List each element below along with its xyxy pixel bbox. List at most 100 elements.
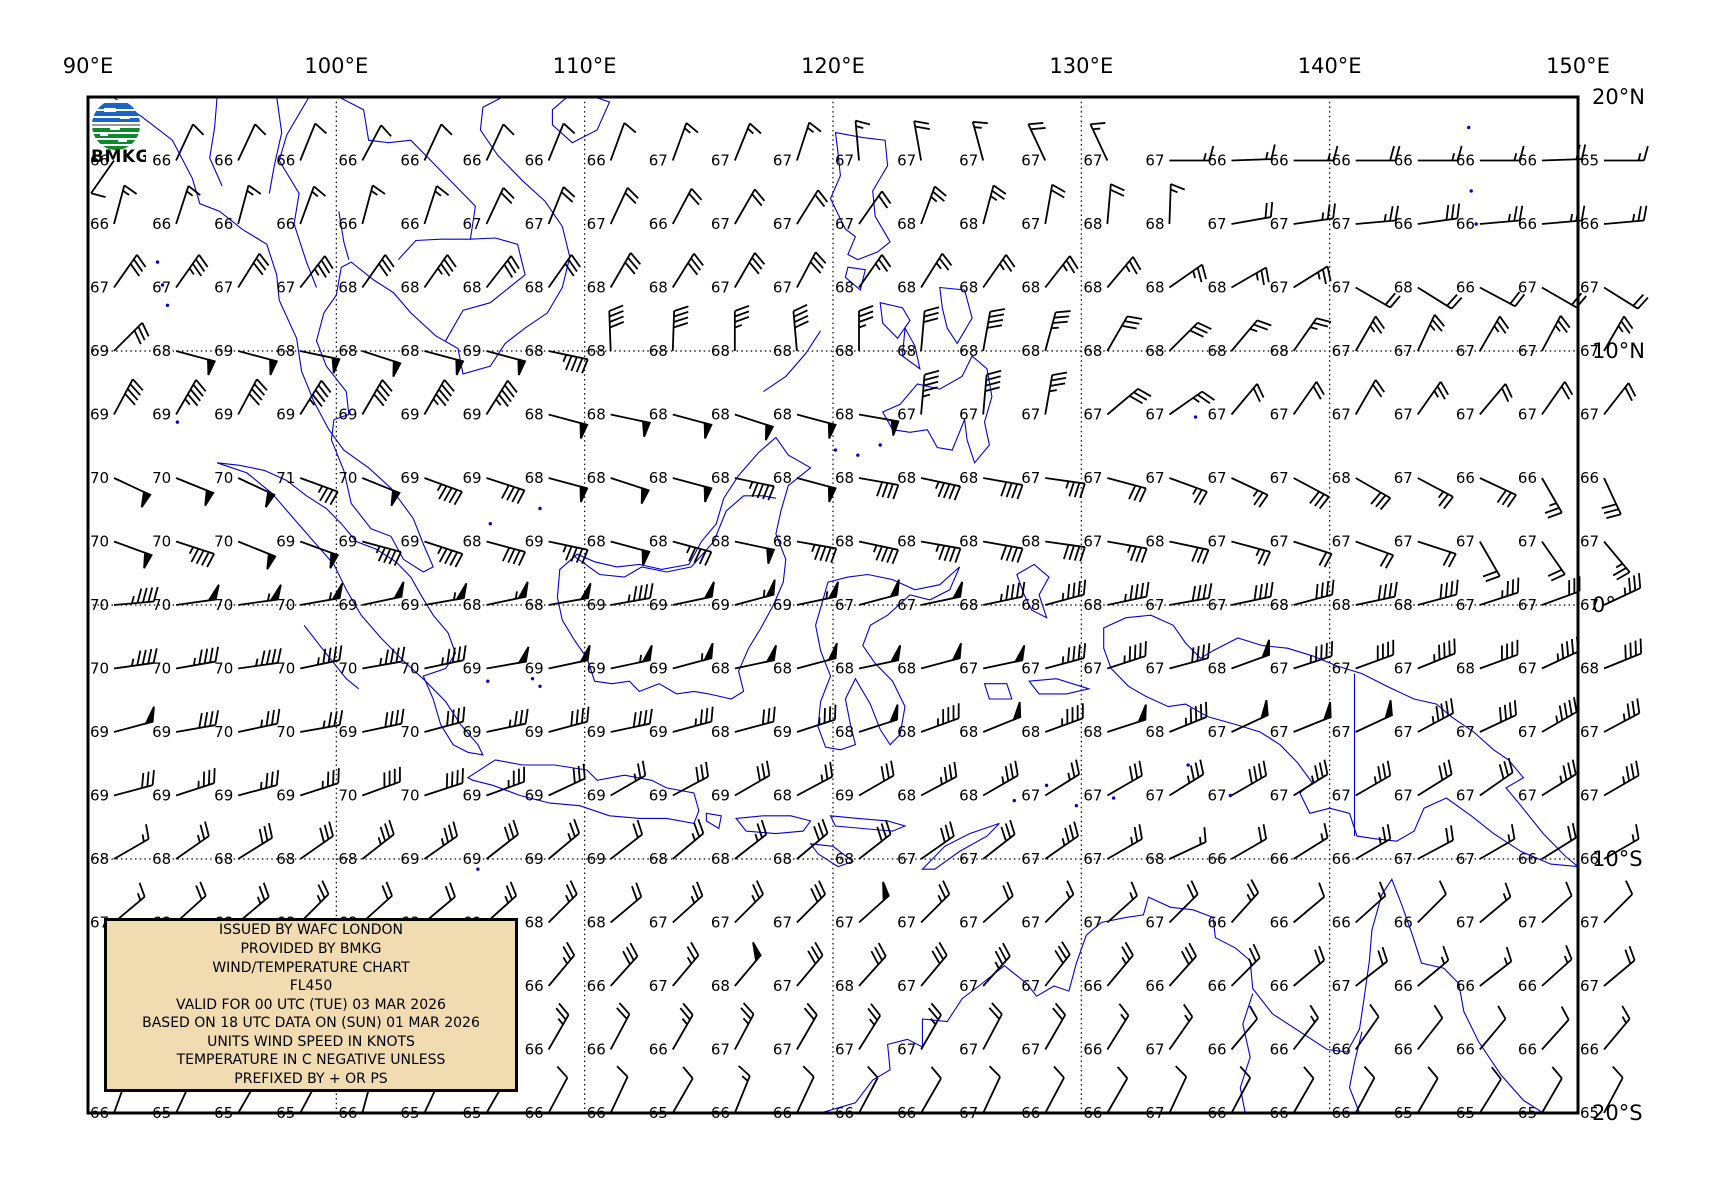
- wind-barb: [796, 880, 827, 924]
- temperature-label: 68: [959, 533, 978, 551]
- barb-feather: [762, 484, 770, 500]
- barb-feather: [1133, 826, 1139, 842]
- temperature-label: 68: [525, 469, 544, 487]
- barb-half-feather: [192, 657, 196, 666]
- temperature-label: 67: [1208, 469, 1227, 487]
- barb-half-feather: [922, 393, 931, 398]
- barb-feather: [333, 711, 338, 727]
- barb-pennant: [882, 881, 890, 903]
- barb-feather: [1323, 759, 1329, 775]
- barb-staff: [796, 1076, 815, 1114]
- barb-pennant: [951, 642, 962, 662]
- barb-feather: [870, 1003, 881, 1017]
- temperature-label: 69: [338, 723, 357, 741]
- temperature-label: 68: [835, 406, 854, 424]
- barb-feather: [765, 760, 771, 776]
- temperature-label: 66: [1145, 977, 1164, 995]
- barb-feather: [1052, 320, 1068, 324]
- barb-staff: [1230, 1077, 1252, 1114]
- temperature-label: 66: [338, 152, 357, 170]
- barb-feather: [446, 254, 457, 268]
- barb-pennant: [640, 486, 651, 505]
- barb-feather: [1002, 942, 1011, 957]
- island-dot: [1469, 189, 1473, 193]
- temperature-label: 68: [835, 977, 854, 995]
- barb-feather: [1377, 950, 1384, 966]
- barb-staff: [113, 838, 150, 860]
- barb-feather: [1260, 270, 1265, 286]
- barb-feather: [195, 550, 205, 565]
- wind-barb: [362, 708, 405, 733]
- barb-feather: [445, 773, 449, 789]
- wind-barb: [1169, 145, 1215, 162]
- temperature-label: 66: [276, 215, 295, 233]
- barb-feather: [504, 384, 515, 398]
- barb-feather: [636, 819, 644, 835]
- wind-barb: [796, 941, 824, 987]
- wind-barb: [548, 582, 592, 606]
- barb-feather: [1188, 942, 1197, 957]
- barb-feather: [1201, 644, 1205, 660]
- temperature-label: 68: [773, 406, 792, 424]
- barb-feather: [572, 768, 576, 784]
- barb-feather: [1129, 585, 1134, 601]
- temperature-label: 67: [1332, 406, 1351, 424]
- barb-half-feather: [1623, 587, 1627, 596]
- barb-staff: [1168, 390, 1203, 416]
- barb-half-feather: [504, 895, 509, 904]
- barb-half-feather: [567, 833, 572, 841]
- barb-feather: [688, 547, 697, 562]
- wind-barb: [547, 1002, 570, 1050]
- barb-feather: [203, 648, 209, 664]
- longitude-label-120°E: 120°E: [801, 54, 865, 78]
- barb-pennant: [517, 581, 529, 600]
- barb-feather: [444, 885, 452, 901]
- wind-barb: [1541, 636, 1580, 670]
- barb-feather: [1207, 583, 1213, 599]
- wind-barb: [486, 477, 526, 505]
- barb-feather: [1253, 766, 1258, 782]
- barb-staff: [1045, 540, 1085, 548]
- temperature-label: 67: [1145, 406, 1164, 424]
- barb-staff: [1417, 477, 1454, 498]
- barb-staff: [1044, 1077, 1065, 1114]
- barb-half-feather: [939, 776, 943, 785]
- wind-barb: [175, 584, 220, 606]
- barb-feather: [510, 255, 520, 270]
- temperature-label: 70: [90, 533, 109, 551]
- barb-feather: [454, 553, 464, 568]
- barb-feather: [1326, 204, 1331, 220]
- wind-barb: [1293, 477, 1330, 510]
- barb-half-feather: [437, 267, 443, 275]
- barb-half-feather: [872, 544, 878, 553]
- wind-barb: [1231, 639, 1270, 670]
- barb-feather: [803, 1007, 815, 1021]
- barb-pennant: [329, 551, 340, 569]
- wind-barb: [1045, 540, 1086, 562]
- barb-feather: [1196, 548, 1204, 563]
- barb-feather: [949, 821, 955, 837]
- barb-pennant: [264, 490, 276, 508]
- coastline-borneo: [556, 436, 812, 700]
- barb-feather: [1079, 483, 1086, 499]
- barb-half-feather: [935, 262, 942, 270]
- wind-barb: [920, 880, 951, 924]
- wind-barb: [734, 644, 777, 670]
- barb-feather: [695, 766, 700, 783]
- barb-staff: [1541, 219, 1582, 225]
- barb-half-feather: [1246, 893, 1252, 902]
- wind-barb: [1044, 1002, 1067, 1050]
- barb-feather: [1330, 641, 1334, 657]
- barb-half-feather: [313, 268, 320, 276]
- barb-feather: [624, 261, 636, 275]
- temperature-label: 65: [1580, 1104, 1599, 1122]
- temperature-label: 66: [1270, 1041, 1289, 1059]
- barb-feather: [1193, 489, 1203, 504]
- barb-feather: [206, 553, 215, 568]
- barb-staff: [733, 1075, 751, 1114]
- barb-pennant: [951, 581, 964, 600]
- temperature-label: 67: [1083, 406, 1102, 424]
- barb-half-feather: [184, 398, 191, 406]
- barb-staff: [1479, 383, 1507, 416]
- barb-staff: [982, 833, 1016, 860]
